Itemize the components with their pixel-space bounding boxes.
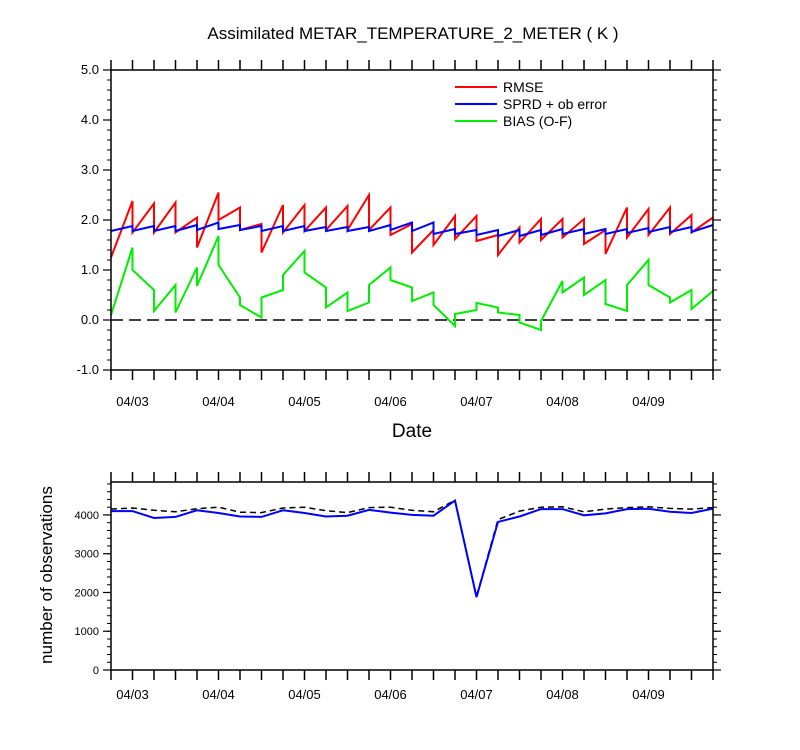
y-tick-label: 2.0 [81, 212, 99, 227]
series-line-possible-observations [110, 499, 714, 597]
x-tick-label: 04/07 [460, 687, 493, 702]
series-line-bias-o-f [110, 235, 714, 332]
legend-label-bias-o-f: BIAS (O-F) [503, 113, 572, 129]
x-tick-label: 04/06 [374, 687, 407, 702]
legend-label-sprd-ob-error: SPRD + ob error [503, 96, 607, 112]
y-tick-label: 3.0 [81, 162, 99, 177]
x-tick-label: 04/06 [374, 394, 407, 409]
y-tick-label: 4.0 [81, 112, 99, 127]
y-tick-label: -1.0 [77, 362, 99, 377]
x-tick-label: 04/03 [116, 687, 149, 702]
x-tick-label: 04/08 [546, 687, 579, 702]
y-tick-label: 4000 [75, 510, 99, 522]
y-tick-label: 2000 [75, 587, 99, 599]
y-tick-label: 1.0 [81, 262, 99, 277]
bottom-plot-frame [110, 481, 714, 671]
legend-label-rmse: RMSE [503, 79, 543, 95]
top-y-ticks: -1.0 0.0 1.0 2.0 3.0 4.0 5.0 [77, 62, 721, 377]
y-axis-label: number of observations [37, 486, 56, 664]
y-tick-label: 0 [93, 665, 99, 677]
top-x-ticks: 04/03 04/04 04/05 04/06 04/07 04/08 04/09 [110, 60, 714, 409]
y-tick-label: 3000 [75, 549, 99, 561]
y-tick-label: 0.0 [81, 312, 99, 327]
x-tick-label: 04/07 [460, 394, 493, 409]
x-axis-label: Date [392, 421, 432, 442]
series-line-sprd-ob-error [110, 221, 714, 238]
x-tick-label: 04/09 [632, 687, 665, 702]
x-tick-label: 04/05 [288, 394, 321, 409]
x-tick-label: 04/04 [202, 394, 235, 409]
y-tick-label: 1000 [75, 626, 99, 638]
bottom-x-ticks: 04/03 04/04 04/05 04/06 04/07 04/08 04/09 [110, 472, 714, 702]
y-tick-label: 5.0 [81, 62, 99, 77]
x-tick-label: 04/09 [632, 394, 665, 409]
x-tick-label: 04/04 [202, 687, 235, 702]
x-tick-label: 04/08 [546, 394, 579, 409]
bottom-series-group [110, 498, 714, 598]
x-tick-label: 04/05 [288, 687, 321, 702]
series-line-assimilated-observations [111, 498, 714, 598]
top-plot-frame [110, 69, 714, 371]
series-line-rmse [110, 191, 714, 258]
x-tick-label: 04/03 [116, 394, 149, 409]
top-series-group [110, 191, 714, 332]
chart-title: Assimilated METAR_TEMPERATURE_2_METER ( … [207, 24, 618, 43]
rmse-spread-bias-panel: Assimilated METAR_TEMPERATURE_2_METER ( … [77, 24, 721, 442]
